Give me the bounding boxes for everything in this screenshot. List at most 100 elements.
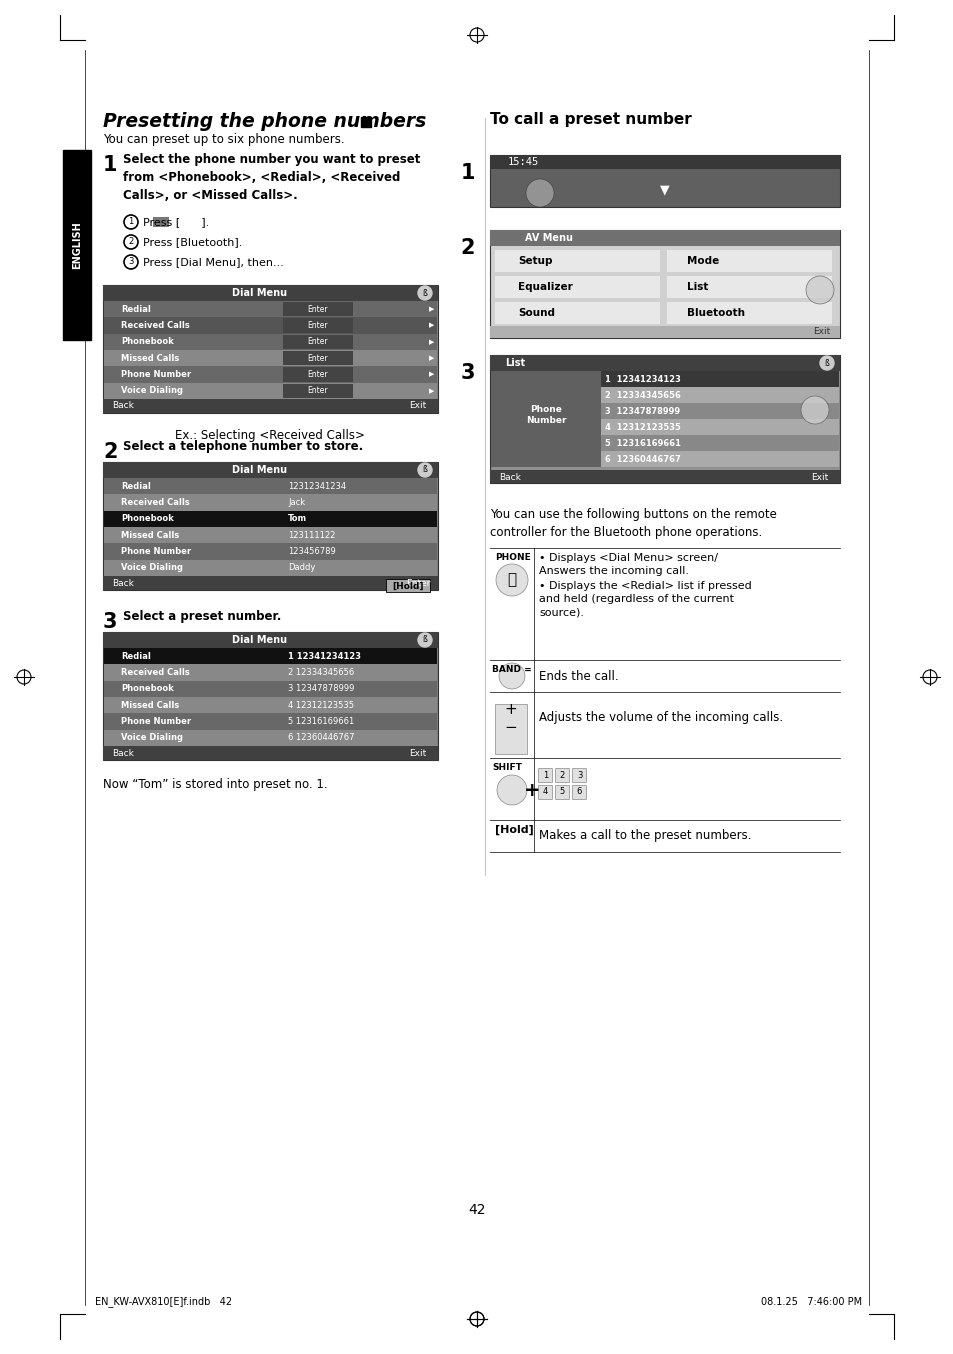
Text: 123111122: 123111122 — [288, 531, 335, 540]
Text: Received Calls: Received Calls — [121, 498, 190, 506]
Bar — [104, 527, 436, 543]
Text: Voice Dialing: Voice Dialing — [121, 386, 183, 395]
Circle shape — [525, 179, 554, 207]
Text: 3: 3 — [103, 612, 117, 632]
Bar — [600, 387, 838, 403]
Text: Daddy: Daddy — [288, 563, 315, 573]
Text: Exit: Exit — [409, 749, 426, 757]
Text: Phonebook: Phonebook — [121, 337, 173, 347]
Text: 1: 1 — [103, 154, 117, 175]
Text: Makes a call to the preset numbers.: Makes a call to the preset numbers. — [538, 830, 751, 842]
Text: 1 12341234123: 1 12341234123 — [288, 651, 360, 661]
Bar — [360, 116, 371, 127]
Text: Now “Tom” is stored into preset no. 1.: Now “Tom” is stored into preset no. 1. — [103, 779, 327, 791]
Text: Enter: Enter — [405, 578, 430, 588]
Bar — [490, 154, 840, 207]
Bar — [490, 355, 840, 483]
Text: ß: ß — [422, 288, 427, 298]
Text: Ends the call.: Ends the call. — [538, 669, 618, 682]
Text: 4: 4 — [542, 788, 548, 796]
Text: 2: 2 — [129, 237, 133, 246]
Bar — [104, 543, 436, 559]
Text: Bluetooth: Bluetooth — [686, 307, 744, 318]
Text: +: + — [523, 780, 539, 799]
Text: Tom: Tom — [288, 515, 307, 524]
Text: Select a preset number.: Select a preset number. — [123, 611, 281, 623]
Text: Mode: Mode — [686, 256, 719, 265]
Text: 1: 1 — [460, 162, 475, 183]
FancyBboxPatch shape — [572, 769, 586, 783]
Text: Back: Back — [112, 402, 133, 410]
Text: Enter: Enter — [308, 386, 328, 395]
Bar — [600, 418, 838, 435]
Bar — [104, 478, 436, 494]
Bar — [104, 681, 436, 697]
Text: [Hold]: [Hold] — [392, 581, 423, 590]
Text: Equalizer: Equalizer — [517, 282, 572, 292]
Text: ▶: ▶ — [429, 338, 435, 345]
Text: Exit: Exit — [409, 402, 426, 410]
Bar — [104, 383, 436, 399]
Text: ▶: ▶ — [429, 355, 435, 362]
Bar — [103, 462, 437, 478]
Text: ▶: ▶ — [429, 306, 435, 313]
Text: 2 12334345656: 2 12334345656 — [288, 668, 354, 677]
Bar — [495, 302, 659, 324]
Bar — [104, 714, 436, 730]
Text: SHIFT: SHIFT — [492, 764, 521, 772]
Text: 2: 2 — [103, 441, 117, 462]
Text: 📞: 📞 — [507, 573, 516, 588]
Bar — [103, 632, 437, 760]
Text: Voice Dialing: Voice Dialing — [121, 563, 183, 573]
Text: List: List — [686, 282, 708, 292]
Text: Enter: Enter — [308, 321, 328, 330]
Text: 1: 1 — [129, 218, 133, 226]
Text: Received Calls: Received Calls — [121, 668, 190, 677]
Bar — [103, 632, 437, 649]
FancyBboxPatch shape — [572, 785, 586, 799]
Text: Redial: Redial — [121, 482, 151, 490]
Bar — [103, 284, 437, 413]
Text: To call a preset number: To call a preset number — [490, 112, 691, 127]
Text: Enter: Enter — [308, 337, 328, 347]
Bar — [490, 230, 840, 338]
Bar — [104, 494, 436, 510]
Text: 6: 6 — [577, 788, 581, 796]
Text: Phone Number: Phone Number — [121, 718, 191, 726]
Circle shape — [820, 356, 833, 370]
Text: 1: 1 — [542, 770, 548, 780]
Text: 3 12347878999: 3 12347878999 — [288, 684, 354, 693]
Bar — [103, 575, 437, 590]
Text: +: + — [504, 703, 517, 718]
Bar — [104, 317, 436, 333]
Text: AV Menu: AV Menu — [524, 233, 573, 242]
Text: [Hold]: [Hold] — [495, 825, 533, 835]
Text: ENGLISH: ENGLISH — [71, 221, 82, 269]
Text: Select a telephone number to store.: Select a telephone number to store. — [123, 440, 363, 454]
Text: 6 12360446767: 6 12360446767 — [288, 734, 355, 742]
Text: Setup: Setup — [517, 256, 552, 265]
Text: 2  12334345656: 2 12334345656 — [604, 390, 680, 399]
Circle shape — [417, 286, 432, 301]
Text: 4  12312123535: 4 12312123535 — [604, 422, 680, 432]
Circle shape — [497, 774, 526, 806]
Bar — [104, 510, 436, 527]
Bar — [104, 559, 436, 575]
Text: 15:45: 15:45 — [507, 157, 538, 167]
Bar — [600, 435, 838, 451]
Bar — [495, 276, 659, 298]
Text: Back: Back — [498, 473, 520, 482]
Text: 12312341234: 12312341234 — [288, 482, 346, 490]
Text: Missed Calls: Missed Calls — [121, 353, 179, 363]
Text: 3: 3 — [460, 363, 475, 383]
Bar — [283, 351, 353, 366]
Text: Redial: Redial — [121, 305, 151, 314]
Bar — [104, 697, 436, 714]
Text: Jack: Jack — [288, 498, 305, 506]
Bar — [283, 383, 353, 398]
Text: EN_KW-AVX810[E]f.indb   42: EN_KW-AVX810[E]f.indb 42 — [95, 1297, 232, 1308]
FancyBboxPatch shape — [555, 785, 569, 799]
Bar — [491, 371, 600, 467]
Bar — [104, 333, 436, 349]
FancyBboxPatch shape — [537, 785, 552, 799]
